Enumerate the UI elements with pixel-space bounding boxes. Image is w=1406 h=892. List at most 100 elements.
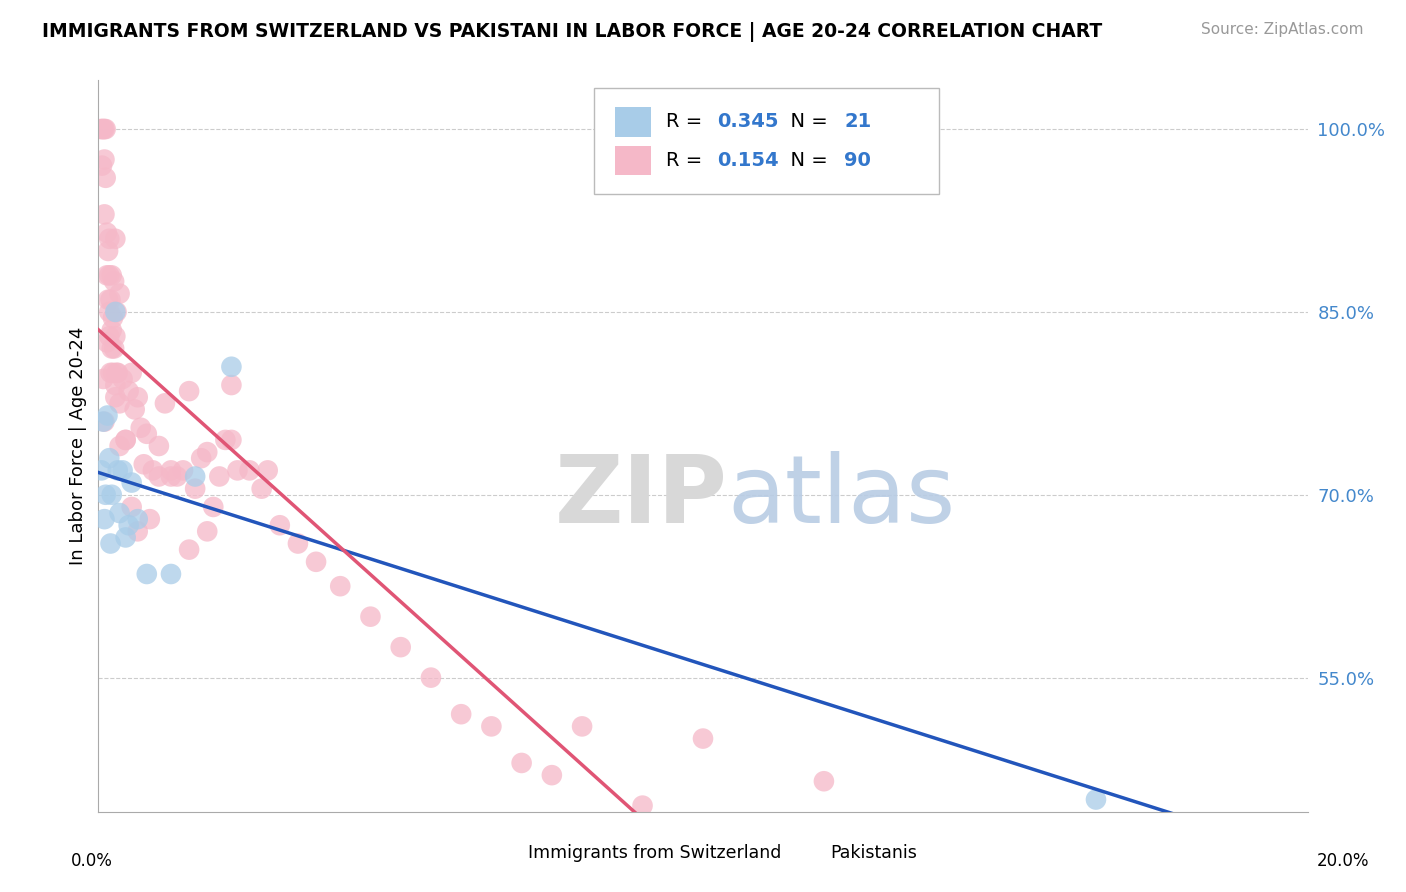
Point	[98, 268, 121, 283]
Point	[96, 268, 118, 283]
Bar	[782, 842, 818, 865]
Point	[114, 530, 136, 544]
Point	[108, 396, 131, 410]
Point	[132, 457, 155, 471]
Text: 90: 90	[845, 152, 872, 170]
Point	[98, 232, 121, 246]
Point	[93, 512, 115, 526]
Point	[179, 384, 201, 398]
Point	[166, 469, 188, 483]
Point	[190, 451, 212, 466]
Point	[104, 329, 127, 343]
Point	[98, 329, 121, 343]
Point	[226, 463, 249, 477]
Point	[105, 305, 128, 319]
Point	[195, 524, 218, 539]
Point	[100, 342, 122, 356]
Text: 20.0%: 20.0%	[1316, 852, 1369, 870]
Point	[160, 463, 183, 477]
Point	[450, 707, 472, 722]
Bar	[614, 107, 651, 136]
Point	[107, 366, 129, 380]
Point	[100, 323, 122, 337]
Point	[269, 518, 291, 533]
Point	[94, 488, 117, 502]
Point	[692, 731, 714, 746]
Point	[184, 469, 207, 483]
Point	[111, 463, 134, 477]
Point	[103, 274, 125, 288]
Point	[104, 232, 127, 246]
Point	[91, 415, 114, 429]
Text: N =: N =	[778, 152, 828, 170]
Point	[96, 335, 118, 350]
Point	[239, 463, 262, 477]
Point	[127, 524, 149, 539]
Text: Immigrants from Switzerland: Immigrants from Switzerland	[527, 845, 782, 863]
Point	[148, 439, 170, 453]
Text: Source: ZipAtlas.com: Source: ZipAtlas.com	[1201, 22, 1364, 37]
Point	[90, 463, 112, 477]
Point	[91, 122, 114, 136]
Point	[129, 420, 152, 434]
Point	[90, 122, 112, 136]
Text: Pakistanis: Pakistanis	[830, 845, 917, 863]
Point	[172, 463, 194, 477]
Point	[91, 372, 114, 386]
Point	[108, 439, 131, 453]
Point	[305, 555, 328, 569]
Point	[103, 342, 125, 356]
Text: 0.154: 0.154	[717, 152, 779, 170]
Text: ZIP: ZIP	[554, 451, 727, 543]
Text: 0.345: 0.345	[717, 112, 779, 131]
Point	[118, 518, 141, 533]
Point	[481, 719, 503, 733]
Point	[221, 378, 243, 392]
Point	[101, 366, 124, 380]
Point	[540, 768, 562, 782]
Point	[96, 226, 118, 240]
Point	[195, 445, 218, 459]
Point	[202, 500, 225, 514]
Point	[97, 293, 120, 307]
Point	[1085, 792, 1108, 806]
Point	[108, 286, 131, 301]
Point	[208, 469, 231, 483]
Point	[148, 469, 170, 483]
Point	[91, 159, 114, 173]
Point	[104, 378, 127, 392]
Point	[93, 122, 115, 136]
Point	[114, 433, 136, 447]
Point	[160, 567, 183, 582]
Point	[389, 640, 412, 655]
Point	[100, 268, 122, 283]
Point	[121, 500, 143, 514]
Point	[214, 433, 236, 447]
Point	[813, 774, 835, 789]
Point	[104, 390, 127, 404]
Point	[420, 671, 443, 685]
Point	[121, 366, 143, 380]
Y-axis label: In Labor Force | Age 20-24: In Labor Force | Age 20-24	[69, 326, 87, 566]
Point	[107, 463, 129, 477]
Point	[631, 798, 654, 813]
Point	[287, 536, 309, 550]
Text: 0.0%: 0.0%	[70, 852, 112, 870]
Point	[111, 372, 134, 386]
Point	[121, 475, 143, 490]
FancyBboxPatch shape	[595, 87, 939, 194]
Point	[118, 384, 141, 398]
Point	[571, 719, 593, 733]
Point	[100, 366, 122, 380]
Point	[93, 153, 115, 167]
Point	[329, 579, 352, 593]
Point	[179, 542, 201, 557]
Point	[135, 426, 157, 441]
Point	[135, 567, 157, 582]
Point	[101, 311, 124, 326]
Point	[142, 463, 165, 477]
Point	[97, 244, 120, 258]
Point	[93, 207, 115, 221]
Text: N =: N =	[778, 112, 828, 131]
Point	[100, 536, 122, 550]
